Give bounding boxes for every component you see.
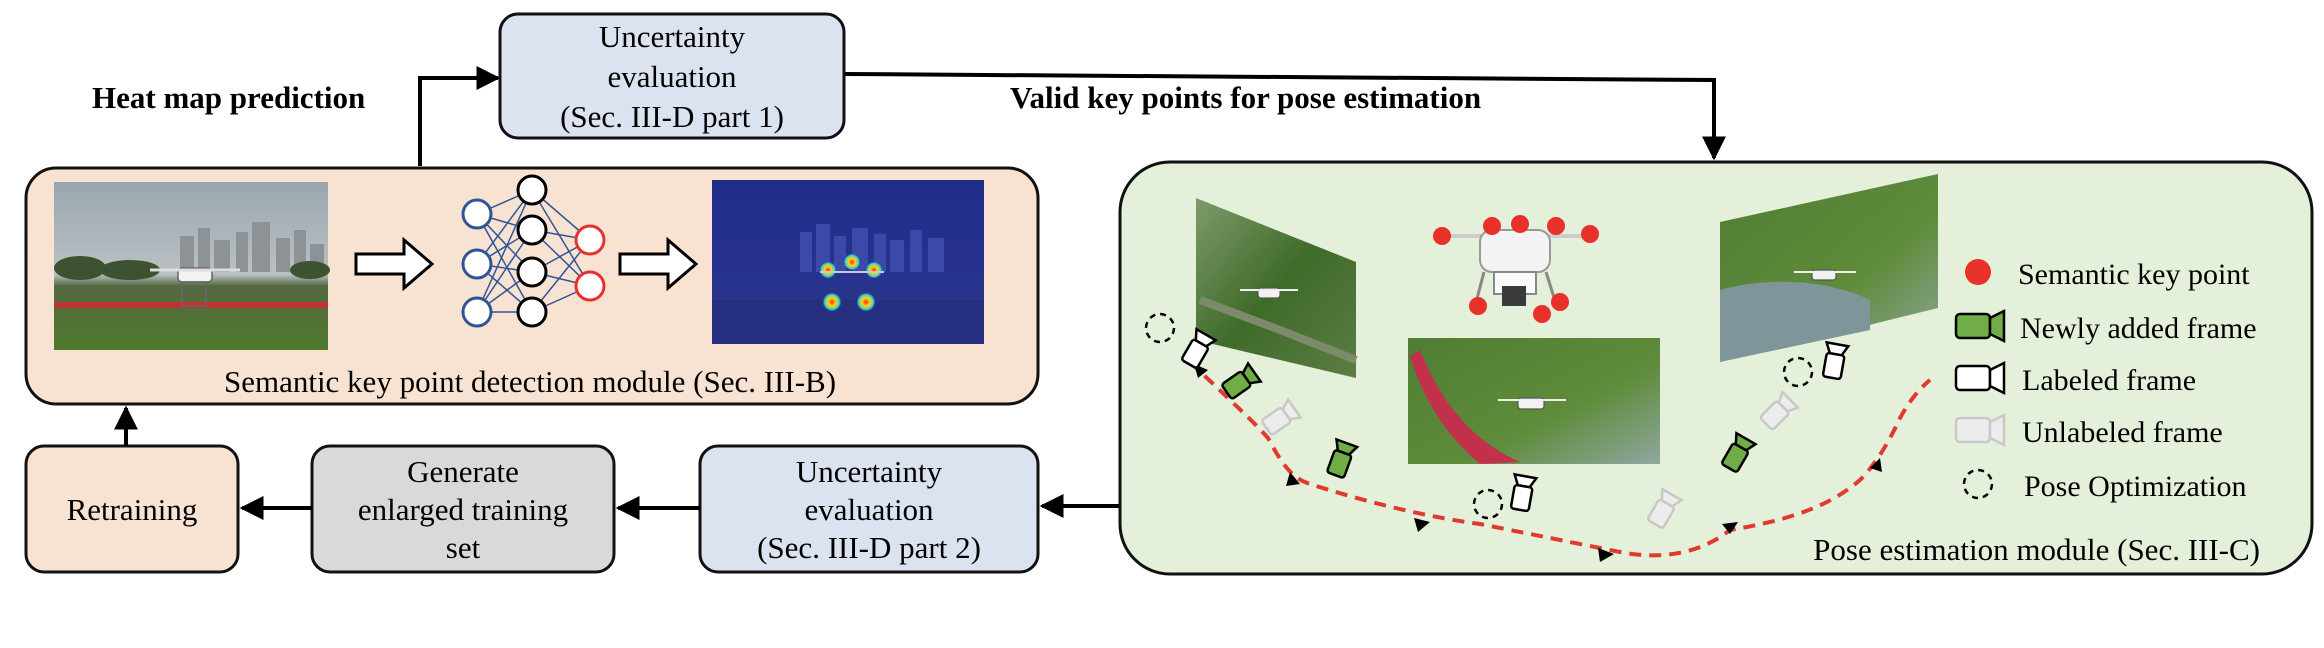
generate-line2: enlarged training xyxy=(358,492,568,527)
legend-unlabeled-frame: Unlabeled frame xyxy=(2022,416,2223,449)
input-drone-photo xyxy=(54,182,330,350)
pose-photo-right xyxy=(1720,174,1938,362)
legend-labeled-frame-icon xyxy=(1954,360,2006,396)
newly-added-frame-icon xyxy=(1221,361,1263,400)
pose-photo-center xyxy=(1408,338,1660,464)
uncertainty-top-line3: (Sec. III-D part 1) xyxy=(560,99,784,134)
uncertainty-top-line1: Uncertainty xyxy=(599,19,746,54)
retraining-label: Retraining xyxy=(67,492,198,527)
camera-frames xyxy=(1181,327,1851,529)
trajectory-path xyxy=(1188,360,1932,558)
hollow-arrow-2 xyxy=(618,236,699,292)
pose-module-box xyxy=(1118,160,2314,576)
hollow-arrow-1 xyxy=(354,236,435,292)
legend-pose-optimization-icon xyxy=(1962,468,1994,500)
labeled-frame-icon xyxy=(1821,340,1851,381)
heat-map-prediction-label: Heat map prediction xyxy=(92,80,365,115)
newly-added-frame-icon xyxy=(1721,431,1758,473)
generate-line1: Generate xyxy=(407,454,519,489)
pose-photo-left xyxy=(1196,198,1358,378)
arrow-detection-to-uncertainty xyxy=(418,66,501,166)
legend: Semantic key point Newly added frame Lab… xyxy=(1954,258,2257,503)
arrow-uncertainty-to-pose xyxy=(844,72,1726,161)
newly-added-frame-icon xyxy=(1326,437,1360,479)
drone-icon xyxy=(150,267,240,307)
uncertainty-bottom-line3: (Sec. III-D part 2) xyxy=(757,530,981,565)
legend-newly-added-frame: Newly added frame xyxy=(2020,312,2257,345)
legend-new-frame-icon xyxy=(1954,308,2006,344)
legend-labeled-frame: Labeled frame xyxy=(2022,364,2196,397)
detection-module-label: Semantic key point detection module (Sec… xyxy=(224,364,836,399)
uncertainty-bottom-line2: evaluation xyxy=(804,492,934,527)
valid-key-points-label: Valid key points for pose estimation xyxy=(1010,80,1481,115)
legend-keypoint-icon xyxy=(1965,259,1991,285)
retraining-box xyxy=(24,444,240,574)
pose-module-label: Pose estimation module (Sec. III-C) xyxy=(1813,532,2260,567)
uncertainty-bottom-line1: Uncertainty xyxy=(796,454,943,489)
unlabeled-frame-icon xyxy=(1647,487,1684,529)
legend-unlabeled-frame-icon xyxy=(1954,412,2006,448)
uncertainty-top-box xyxy=(498,12,846,140)
generate-line3: set xyxy=(446,530,481,565)
neural-network-icon xyxy=(461,174,606,328)
unlabeled-frame-icon xyxy=(1261,397,1303,436)
legend-semantic-key-point: Semantic key point xyxy=(2018,258,2250,291)
pose-optimization-icon xyxy=(1782,356,1814,388)
labeled-frame-icon xyxy=(1509,472,1539,513)
unlabeled-frame-icon xyxy=(1759,389,1801,431)
legend-pose-optimization: Pose Optimization xyxy=(2024,470,2246,503)
labeled-frame-icon xyxy=(1181,327,1218,369)
pose-optimization-markers xyxy=(1144,312,1814,520)
pose-optimization-icon xyxy=(1144,312,1176,344)
uncertainty-top-line2: evaluation xyxy=(607,59,737,94)
heat-map-image xyxy=(712,180,984,344)
pose-optimization-icon xyxy=(1472,488,1504,520)
drone-with-keypoints xyxy=(1433,215,1599,323)
